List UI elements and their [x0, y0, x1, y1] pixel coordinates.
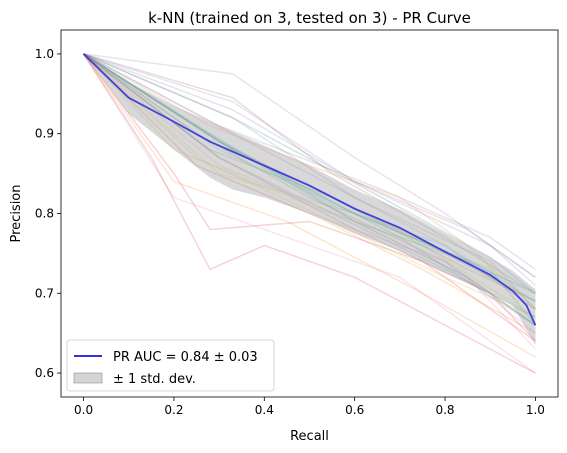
y-tick-label: 1.0 [35, 47, 54, 61]
fold-curve-12 [83, 53, 536, 310]
x-tick-label: 0.0 [74, 403, 93, 417]
legend-mean-label: PR AUC = 0.84 ± 0.03 [113, 350, 258, 365]
y-tick-label: 0.6 [35, 366, 54, 380]
std-band [83, 53, 536, 346]
legend-std-label: ± 1 std. dev. [113, 372, 196, 387]
fold-curve-11 [83, 53, 536, 294]
x-tick-label: 0.4 [255, 403, 274, 417]
fold-curve-6 [83, 53, 536, 294]
fold-curve-1 [83, 53, 536, 318]
x-axis-label: Recall [290, 429, 329, 444]
x-tick-label: 0.6 [345, 403, 364, 417]
fold-curve-29 [83, 53, 536, 318]
y-tick-label: 0.9 [35, 127, 54, 141]
fold-curve-8 [83, 53, 536, 286]
y-axis-ticks: 0.6 0.7 0.8 0.9 1.0 [35, 47, 61, 380]
legend-box [66, 339, 275, 392]
fold-curve-13 [83, 53, 536, 326]
fold-curve-19 [83, 53, 536, 318]
y-axis-label: Precision [9, 184, 24, 242]
fold-curve-14 [82, 53, 536, 374]
x-tick-label: 0.8 [435, 403, 454, 417]
x-tick-label: 0.2 [164, 403, 183, 417]
fold-curve-17 [83, 53, 536, 334]
fold-curve-22 [82, 53, 536, 358]
fold-curve-21 [83, 53, 536, 326]
legend-std-swatch [73, 372, 103, 384]
fold-curves [82, 53, 536, 374]
y-tick-label: 0.8 [35, 207, 54, 221]
std-band-area [83, 53, 536, 346]
fold-curve-7 [82, 53, 536, 374]
legend: PR AUC = 0.84 ± 0.03 ± 1 std. dev. [66, 339, 275, 392]
fold-curve-3 [83, 53, 536, 326]
chart-title: k-NN (trained on 3, tested on 3) - PR Cu… [148, 9, 471, 27]
fold-curve-9 [83, 53, 536, 310]
fold-curve-18 [83, 53, 536, 270]
mean-curve [82, 53, 537, 326]
fold-curve-24 [83, 53, 536, 342]
fold-curve-30 [83, 53, 536, 294]
fold-curve-2 [83, 53, 536, 334]
fold-curve-5 [83, 53, 536, 278]
x-axis-ticks: 0.0 0.2 0.4 0.6 0.8 1.0 [74, 397, 545, 417]
fold-curve-28 [83, 53, 536, 310]
fold-curve-10 [83, 53, 536, 302]
fold-curve-26 [83, 53, 536, 326]
fold-curve-27 [83, 53, 536, 350]
y-tick-label: 0.7 [35, 286, 54, 300]
x-tick-label: 1.0 [526, 403, 545, 417]
fold-curve-15 [83, 53, 536, 278]
fold-curve-4 [82, 53, 536, 342]
fold-curve-20 [83, 53, 536, 294]
mean-pr-curve [82, 53, 537, 326]
